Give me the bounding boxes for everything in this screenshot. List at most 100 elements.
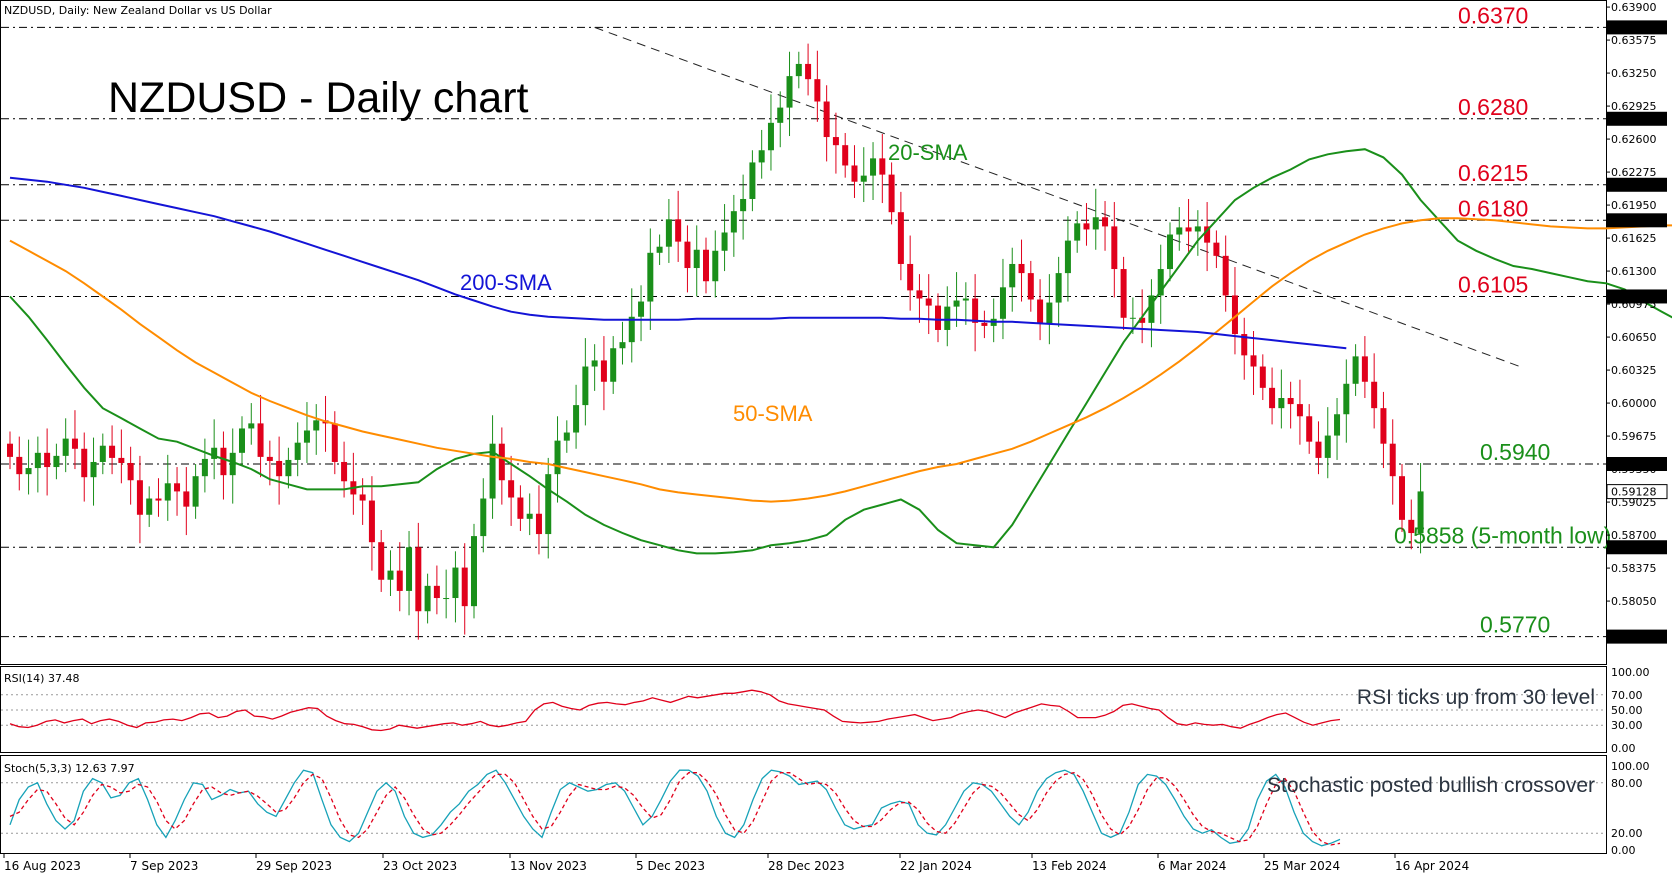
level-tag: 0.61800 [1611,214,1657,227]
candle-body [563,432,570,441]
candle-body [832,137,839,146]
candle-body [1194,226,1201,232]
candle-body [192,476,199,507]
candle-body [1139,317,1146,323]
candle-body [313,420,320,431]
candle-body [554,440,561,475]
level-tag: 0.59400 [1611,458,1657,471]
candle-body [1287,398,1294,405]
candle-body [220,447,227,476]
level-label: 0.6280 [1458,94,1528,120]
candle-body [870,158,877,176]
candle-body [647,252,654,302]
candle-body [897,212,904,264]
axis-tick-label: 30.00 [1611,719,1643,732]
candle-body [1250,355,1257,367]
candle-body [127,462,134,481]
level-tag-bg [1607,457,1667,471]
candle-body [508,480,515,498]
candle-body [276,460,283,477]
candle-body [7,443,13,457]
candle-body [1315,441,1322,458]
level-tag-bg [1607,111,1667,126]
candle-body [1361,356,1368,382]
axis-tick-label: 50.00 [1611,704,1643,717]
axis-tick-label: 80.00 [1611,777,1643,790]
price-tick-label: 0.62925 [1611,100,1657,113]
stoch-pane [0,755,1607,854]
candle-body [935,305,941,330]
sma50-label: 50-SMA [733,401,813,426]
candle-body [999,287,1006,319]
candle-body [1343,383,1350,415]
date-label: 6 Mar 2024 [1158,859,1226,873]
price-tick-label: 0.60650 [1611,331,1657,344]
sma-line [9,217,1672,503]
last-price-tag-bg [1606,484,1668,500]
candle-body [415,547,422,612]
candle-body [535,513,542,535]
candle-body [1231,295,1238,335]
candle-body [1055,273,1062,303]
candle-body [1213,242,1220,256]
level-tag-bg [1607,20,1667,35]
date-label: 23 Oct 2023 [383,859,457,873]
date-label: 25 Mar 2024 [1264,859,1340,873]
date-label: 16 Apr 2024 [1395,859,1469,873]
candle-body [266,456,273,461]
candle-body [1417,491,1424,534]
candle-body [1222,255,1229,296]
candle-body [109,445,116,458]
candle-body [471,536,477,607]
candle-body [1204,226,1211,243]
candle-body [1241,334,1248,356]
candle-body [591,360,598,367]
price-tick-label: 0.58050 [1611,595,1657,608]
last-price-tag: 0.59128 [1611,486,1657,499]
candle-body [1399,476,1405,520]
candle-body [285,459,292,477]
date-label: 13 Feb 2024 [1032,859,1107,873]
candle-body [851,165,858,182]
level-tag-bg [1607,540,1667,555]
candle-body [619,342,626,349]
candle-body [610,348,617,382]
date-label: 16 Aug 2023 [4,859,81,873]
candle-body [433,585,440,599]
candle-body [248,423,255,429]
candle-body [25,468,32,475]
candle-body [294,442,301,460]
level-tag: 0.62800 [1611,113,1657,126]
candle-body [1167,234,1173,270]
candle-body [925,298,932,306]
candle-body [1278,398,1285,409]
candle-body [1371,381,1378,409]
candle-body [730,211,737,233]
level-tag-bg [1607,629,1667,644]
price-tick-label: 0.59675 [1611,430,1657,443]
candle-body [257,423,264,457]
candle-body [879,158,886,175]
candle-body [665,219,672,247]
candle-body [1176,227,1183,235]
candle-body [944,306,951,330]
candle-body [81,448,88,478]
date-label: 29 Sep 2023 [256,859,332,873]
candle-body [1352,356,1359,384]
candle-body [814,79,821,102]
candle-body [1148,295,1155,323]
candle-body [498,443,505,481]
candle-body [341,461,348,482]
candle-body [1064,240,1071,274]
candle-body [174,483,181,492]
candle-body [767,122,774,151]
candle-body [1074,223,1081,241]
candle-body [1259,366,1266,388]
candle-body [823,101,830,138]
candle-body [211,447,218,459]
candle-body [136,480,143,515]
candle-body [981,322,988,326]
price-tick-label: 0.61625 [1611,232,1657,245]
candle-body [1037,299,1044,324]
